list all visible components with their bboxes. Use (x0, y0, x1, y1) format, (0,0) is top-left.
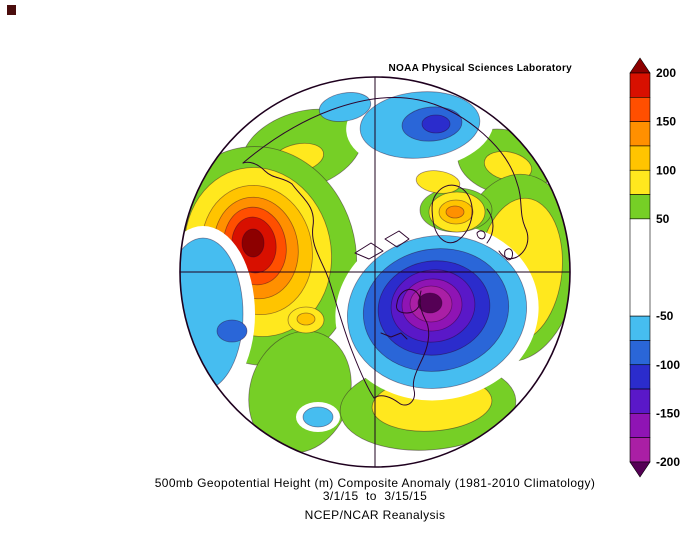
anomaly-contour (216, 319, 248, 343)
coastline-path (396, 288, 421, 314)
coastline-path (384, 230, 410, 248)
colorbar-segment (629, 388, 651, 414)
colorbar-arrow-bottom (629, 461, 651, 478)
anomaly-contour (318, 92, 372, 122)
coastline-path (504, 248, 513, 261)
colorbar-segment (629, 340, 651, 366)
colorbar-tick-label: -200 (656, 455, 680, 469)
anomaly-fill-contours (180, 80, 570, 454)
coastlines (242, 96, 529, 406)
anomaly-contour (180, 237, 244, 391)
caption-dataset: NCEP/NCAR Reanalysis (305, 508, 446, 522)
map-clip-group (180, 77, 570, 467)
coastline-path (498, 182, 529, 260)
colorbar-tick-label: 50 (656, 212, 670, 226)
coastline-path (242, 96, 518, 184)
coastline-path (354, 242, 384, 260)
coastline-path (373, 290, 430, 406)
colorbar-tick-label: -50 (656, 309, 674, 323)
colorbar-tick-label: 150 (656, 115, 676, 129)
colorbar: 200 150 100 50 -50 -100 -150 -200 (629, 57, 680, 478)
credit-text: NOAA Physical Sciences Laboratory (389, 63, 573, 74)
colorbar-segment (629, 218, 651, 317)
coastline-path (431, 184, 473, 243)
colorbar-segment (629, 72, 651, 98)
colorbar-tick-label: -100 (656, 358, 680, 372)
coastline-path (291, 183, 375, 399)
anomaly-contour (241, 228, 265, 258)
colorbar-segment (629, 413, 651, 438)
anomaly-contour (296, 312, 316, 326)
coastline-path (242, 161, 293, 185)
colorbar-segment (629, 145, 651, 171)
colorbar-segment (629, 97, 651, 122)
caption-period: 3/1/15 to 3/15/15 (323, 489, 427, 503)
anomaly-contour (445, 205, 465, 219)
grid-lines (180, 77, 570, 467)
anomaly-contour (421, 114, 451, 134)
colorbar-segment (629, 121, 651, 147)
anomaly-contour (302, 406, 334, 428)
caption-title: 500mb Geopotential Height (m) Composite … (155, 476, 596, 490)
colorbar-segment (629, 364, 651, 390)
colorbar-arrow-top (629, 57, 651, 74)
colorbar-segment (629, 169, 651, 195)
colorbar-tick-label: -150 (656, 406, 680, 420)
coastline-path (486, 208, 494, 244)
anomaly-contour (417, 292, 443, 314)
colorbar-segment (629, 437, 651, 463)
colorbar-segment (629, 315, 651, 341)
colorbar-tick-label: 200 (656, 66, 676, 80)
coastline-path (380, 332, 408, 340)
coastline-path (476, 230, 486, 240)
colorbar-segment (629, 194, 651, 220)
corner-artifact-mark (7, 5, 16, 15)
colorbar-tick-label: 100 (656, 163, 676, 177)
map-outline (179, 76, 571, 468)
